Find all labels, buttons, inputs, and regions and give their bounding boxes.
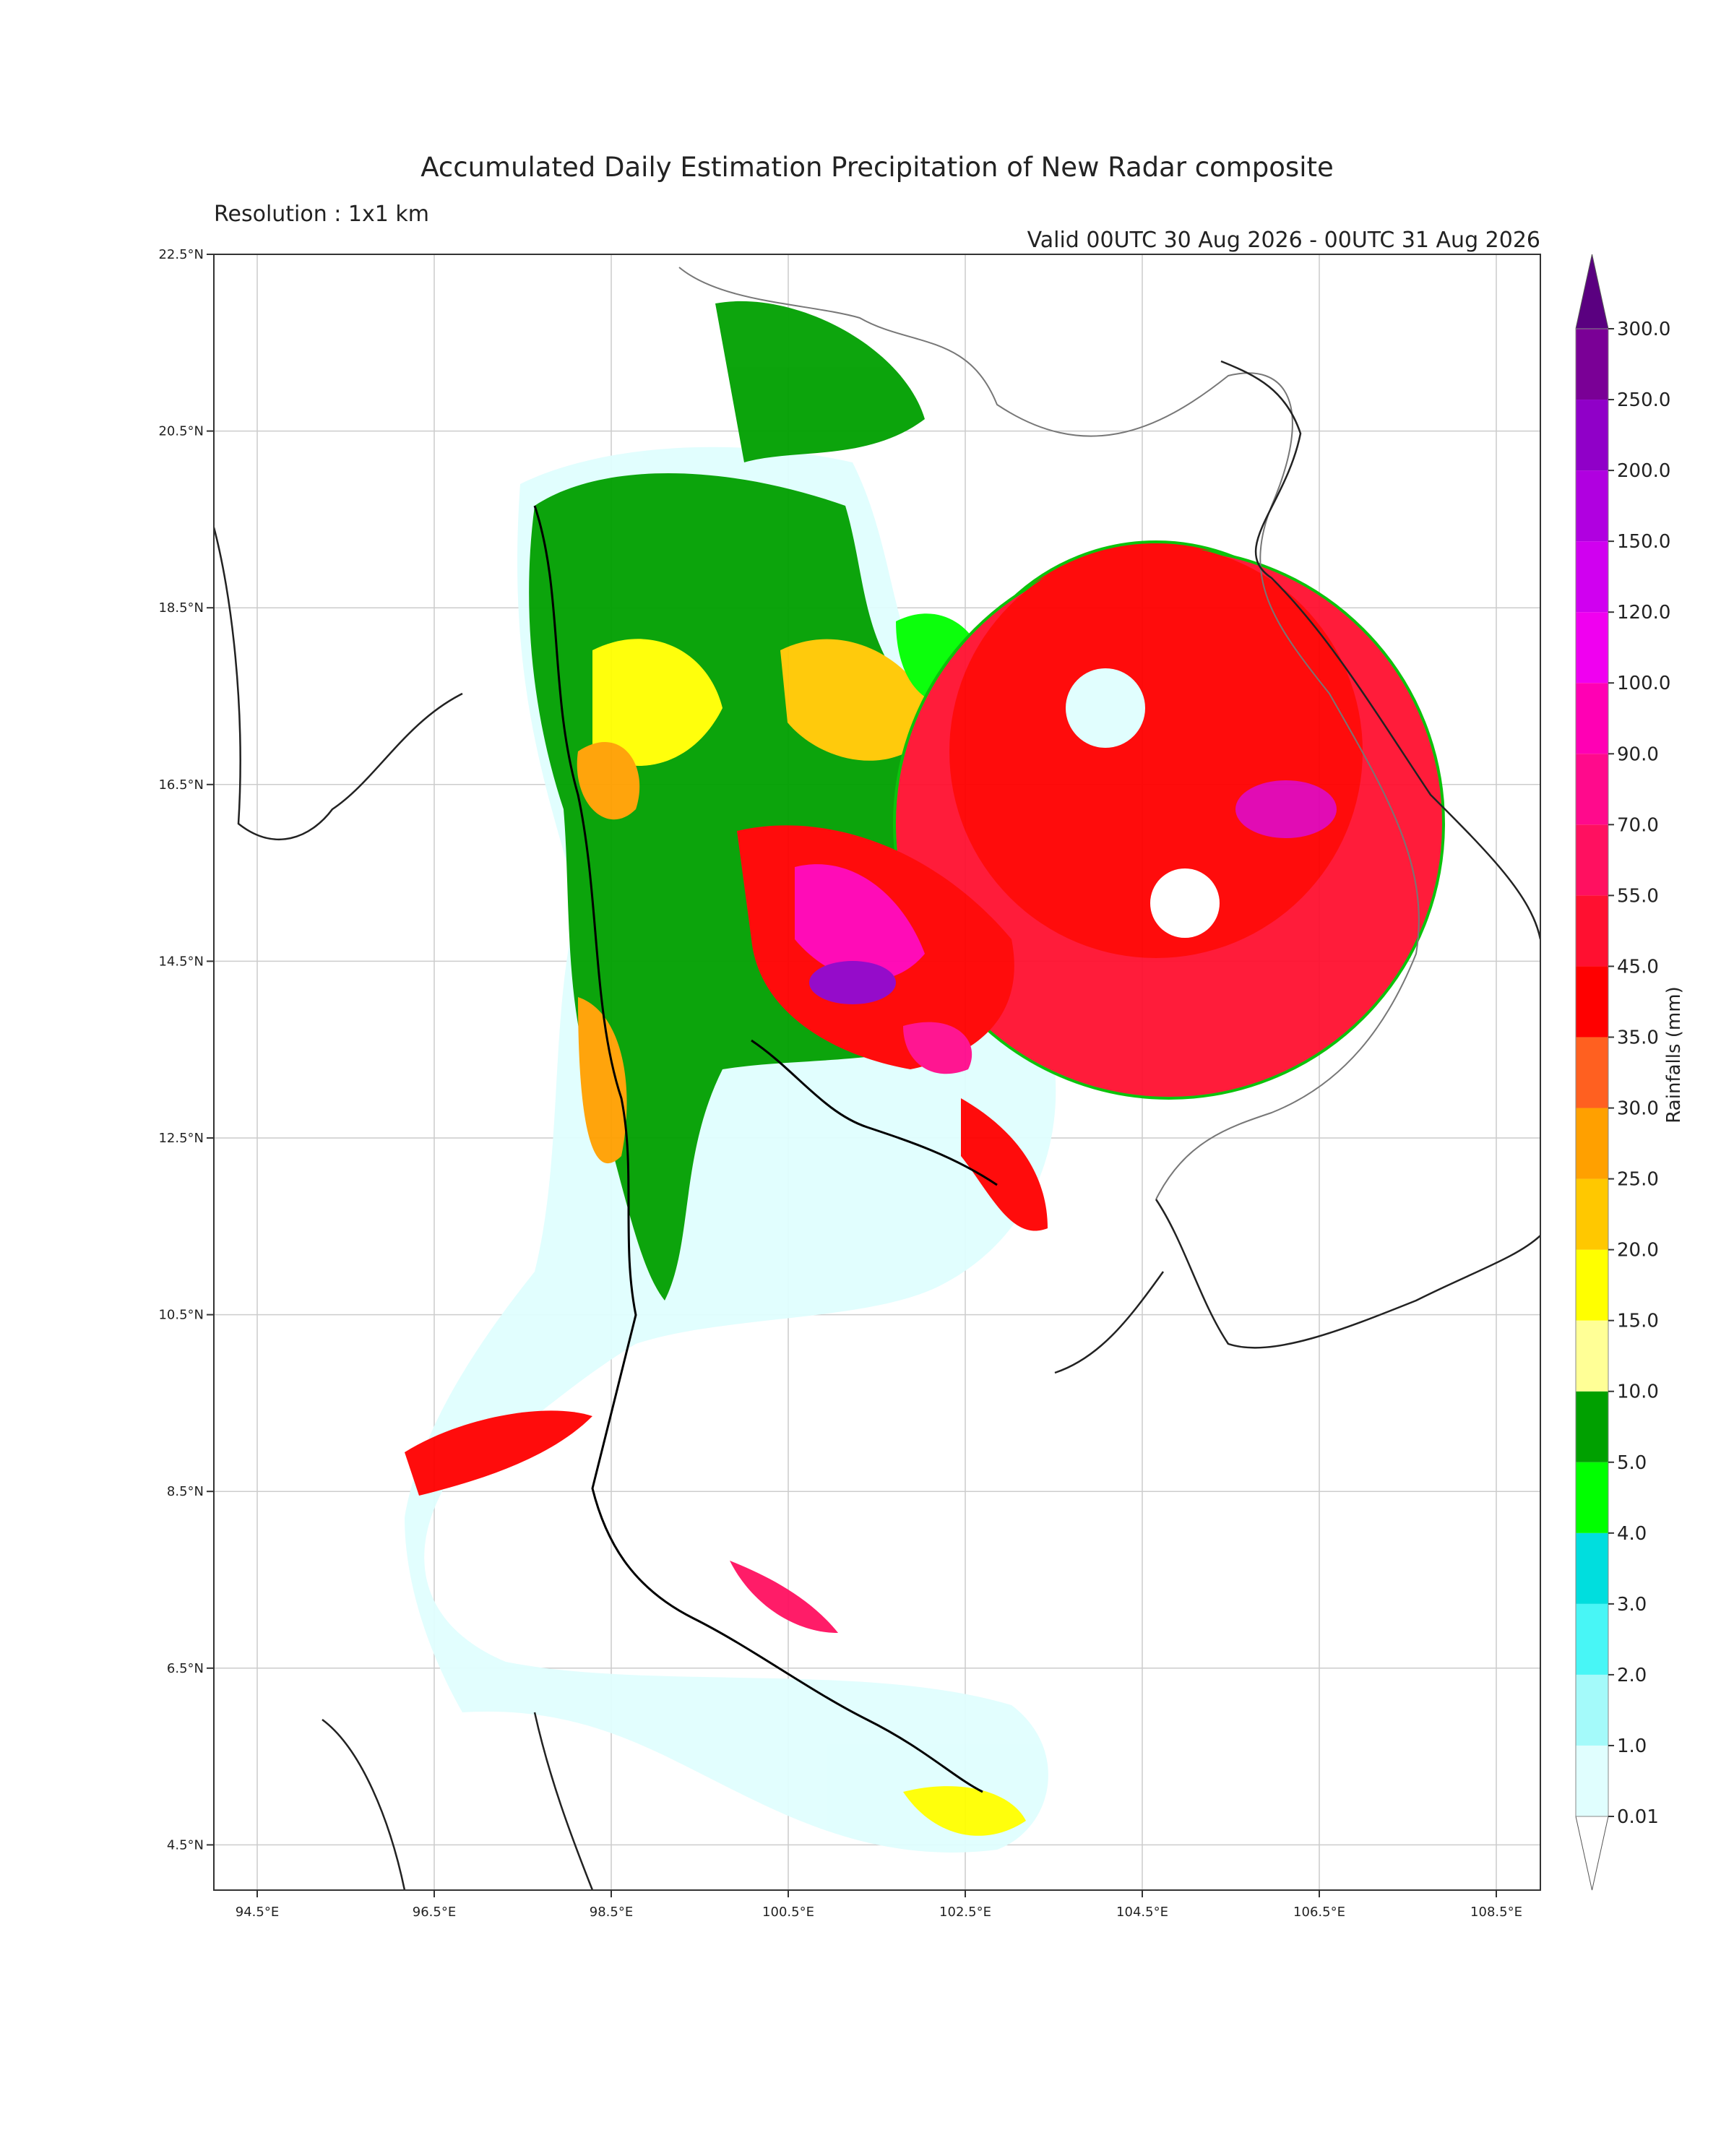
rain-area (809, 961, 896, 1004)
y-tick-label: 6.5°N (167, 1661, 204, 1676)
colorbar-tick-label: 30.0 (1617, 1098, 1659, 1120)
coastline (1054, 360, 1540, 1374)
rain-area (715, 301, 925, 462)
map (214, 254, 1540, 1890)
colorbar-tick-label: 2.0 (1617, 1665, 1647, 1686)
colorbar-tick-label: 4.0 (1617, 1523, 1647, 1545)
colorbar-box (1576, 1037, 1608, 1108)
title: Accumulated Daily Estimation Precipitati… (420, 152, 1334, 183)
colorbar-box (1576, 966, 1608, 1038)
y-tick-label: 14.5°N (158, 954, 204, 969)
colorbar-tick-label: 3.0 (1617, 1594, 1647, 1616)
colorbar-tick-label: 15.0 (1617, 1311, 1659, 1332)
colorbar-tick-label: 1.0 (1617, 1735, 1647, 1757)
rain-area (405, 1410, 592, 1496)
colorbar-box (1576, 1603, 1608, 1675)
colorbar-box (1576, 612, 1608, 684)
y-tick-label: 10.5°N (158, 1308, 204, 1323)
colorbar-box (1576, 824, 1608, 896)
rain-area (1235, 780, 1337, 838)
colorbar-box (1576, 1462, 1608, 1533)
colorbar-tick-label: 20.0 (1617, 1240, 1659, 1262)
colorbar-tick-label: 200.0 (1617, 460, 1670, 482)
colorbar-box (1576, 400, 1608, 471)
colorbar-under (1575, 1816, 1609, 1891)
colorbar-tick-label: 55.0 (1617, 885, 1659, 907)
rain-area (1150, 868, 1220, 938)
rain-area (780, 639, 939, 761)
rain-area (961, 1098, 1048, 1231)
y-tick-label: 16.5°N (158, 777, 204, 793)
colorbar-box (1576, 683, 1608, 754)
x-tick-label: 94.5°E (236, 1905, 279, 1920)
x-tick-label: 100.5°E (762, 1905, 814, 1920)
colorbar-box (1576, 470, 1608, 542)
colorbar-box (1576, 1320, 1608, 1392)
colorbar-frame (1575, 328, 1609, 1817)
colorbar: 0.01 1.0 2.0 3.0 4.0 5.0 10.0 15.0 20.0 25.0 30.0 3… (1575, 254, 1670, 1891)
colorbar-box (1576, 1745, 1608, 1816)
x-tick-label: 104.5°E (1116, 1905, 1168, 1920)
colorbar-tick-label: 0.01 (1617, 1806, 1659, 1828)
colorbar-box (1576, 1674, 1608, 1746)
valid-time: Valid 00UTC 30 Aug 2026 - 00UTC 31 Aug 2… (1027, 228, 1540, 253)
colorbar-over (1575, 254, 1609, 329)
colorbar-box (1576, 1178, 1608, 1250)
colorbar-label: Rainfalls (mm) (1663, 986, 1685, 1123)
rain-area (903, 1022, 972, 1074)
subtitle: Resolution : 1x1 km (214, 202, 429, 227)
colorbar-box (1576, 541, 1608, 613)
colorbar-tick-label: 5.0 (1617, 1452, 1647, 1474)
colorbar-tick-label: 45.0 (1617, 956, 1659, 978)
rain-area (577, 742, 640, 820)
rain-area (949, 545, 1363, 958)
colorbar-box (1576, 1532, 1608, 1604)
colorbar-tick-label: 300.0 (1617, 319, 1670, 340)
y-tick-label: 12.5°N (158, 1131, 204, 1146)
x-tick-label: 98.5°E (590, 1905, 633, 1920)
y-tick-label: 8.5°N (167, 1484, 204, 1499)
rain-area (592, 639, 722, 766)
colorbar-tick-label: 120.0 (1617, 602, 1670, 624)
colorbar-box (1576, 1391, 1608, 1462)
colorbar-tick-label: 100.0 (1617, 673, 1670, 694)
colorbar-box (1576, 1249, 1608, 1321)
x-tick-label: 96.5°E (413, 1905, 456, 1920)
colorbar-tick-label: 25.0 (1617, 1169, 1659, 1191)
colorbar-tick-label: 10.0 (1617, 1381, 1659, 1403)
y-tick-label: 22.5°N (158, 247, 204, 262)
rain-area (730, 1561, 838, 1633)
y-tick-label: 4.5°N (167, 1837, 204, 1853)
colorbar-box (1576, 329, 1608, 400)
rain-area (903, 1786, 1026, 1836)
colorbar-tick-label: 90.0 (1617, 743, 1659, 765)
colorbar-tick-label: 70.0 (1617, 814, 1659, 836)
colorbar-box (1576, 754, 1608, 825)
colorbar-box (1576, 1108, 1608, 1179)
y-tick-label: 20.5°N (158, 424, 204, 439)
border (533, 505, 998, 1793)
x-tick-label: 108.5°E (1470, 1905, 1522, 1920)
coastline (214, 527, 594, 1890)
boundaries (214, 267, 1540, 1890)
rain-field (405, 301, 1445, 1853)
colorbar-box (1576, 895, 1608, 967)
y-tick-label: 18.5°N (158, 600, 204, 616)
colorbar-tick-label: 250.0 (1617, 389, 1670, 411)
x-tick-label: 106.5°E (1293, 1905, 1345, 1920)
rain-area (795, 864, 925, 980)
rain-area (578, 997, 627, 1164)
x-tick-label: 102.5°E (939, 1905, 991, 1920)
rain-area (1066, 668, 1145, 748)
map-frame (213, 254, 1541, 1891)
colorbar-tick-label: 35.0 (1617, 1027, 1659, 1048)
colorbar-tick-label: 150.0 (1617, 531, 1670, 553)
